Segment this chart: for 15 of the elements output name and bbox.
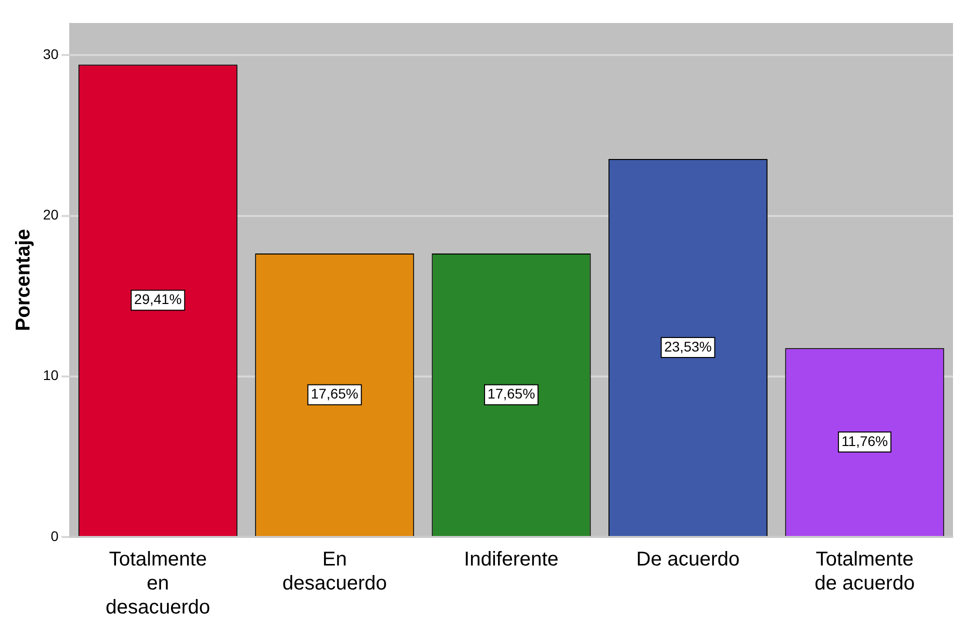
data-label: 17,65%: [488, 386, 536, 402]
data-label: 11,76%: [841, 432, 888, 449]
y-tick-label: 30: [42, 46, 59, 62]
y-tick-label: 20: [42, 206, 59, 223]
y-tick-label: 10: [42, 367, 59, 384]
y-axis-title: Porcentaje: [12, 228, 35, 332]
x-tick-label: Totalmente de acuerdo: [814, 548, 915, 595]
data-label: 29,41%: [134, 291, 182, 308]
y-tick-label: 0: [50, 528, 59, 544]
x-tick-label: Totalmente en desacuerdo: [106, 548, 210, 619]
x-tick-label: De acuerdo: [636, 548, 740, 571]
x-tick-label: En desacuerdo: [282, 548, 387, 595]
data-label: 17,65%: [310, 386, 358, 402]
data-label: 23,53%: [664, 338, 712, 354]
x-tick-label: Indiferente: [464, 548, 559, 571]
